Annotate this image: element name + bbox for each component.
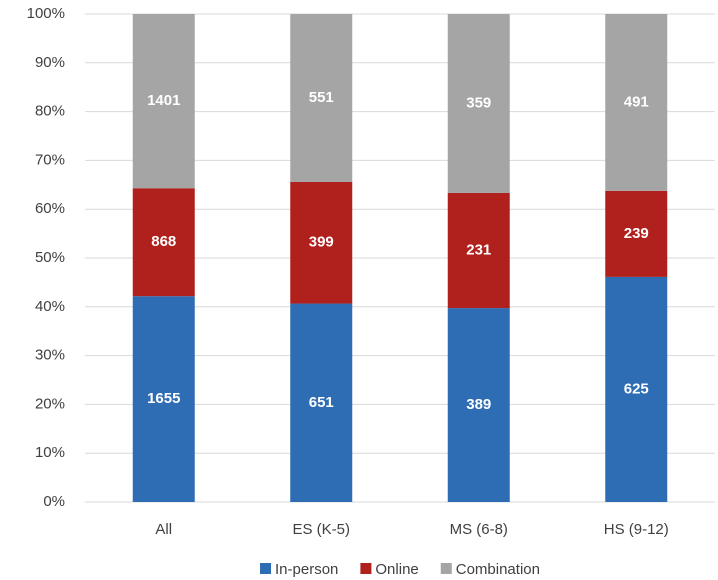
data-label: 491 [624,93,649,110]
data-label: 1401 [147,92,180,109]
y-tick-label: 70% [35,151,65,168]
y-tick-label: 0% [43,493,65,510]
data-label: 239 [624,225,649,242]
x-tick-label: HS (9-12) [604,521,669,538]
bar-segment [132,296,195,502]
legend-label: In-person [275,561,338,578]
y-tick-label: 20% [35,395,65,412]
data-label: 359 [466,94,491,111]
bar-segment [132,14,195,189]
legend-swatch [440,563,452,574]
data-label: 389 [466,396,491,413]
legend-swatch [260,563,272,574]
y-tick-label: 100% [27,5,65,22]
x-tick-label: ES (K-5) [292,521,350,538]
y-tick-label: 90% [35,54,65,71]
bar-segment [447,308,510,502]
bar-segment [605,14,668,191]
data-label: 399 [309,234,334,251]
data-label: 868 [151,233,176,250]
y-tick-label: 80% [35,103,65,120]
x-tick-label: All [155,521,172,538]
data-label: 651 [309,394,334,411]
bar-segment [605,190,668,277]
data-label: 1655 [147,390,180,407]
legend-label: Combination [456,561,540,578]
data-label: 625 [624,380,649,397]
bar-segment [447,192,510,309]
y-tick-label: 30% [35,347,65,364]
y-tick-label: 50% [35,249,65,266]
data-label: 551 [309,89,334,106]
bar-segment [447,14,510,193]
y-tick-label: 10% [35,444,65,461]
bar-segment [290,181,353,304]
legend-label: Online [375,561,418,578]
data-label: 231 [466,241,491,258]
bar-segment [132,188,195,297]
legend-swatch [360,563,372,574]
bar-segment [605,276,668,502]
bar-segment [290,303,353,502]
y-tick-label: 60% [35,200,65,217]
bar-segment [290,14,353,182]
x-tick-label: MS (6-8) [450,521,508,538]
y-tick-label: 40% [35,298,65,315]
